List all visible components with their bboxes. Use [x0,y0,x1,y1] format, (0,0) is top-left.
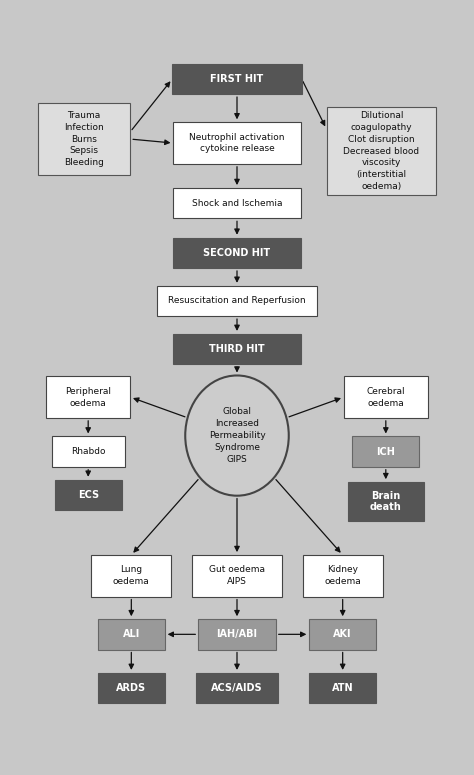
Text: SECOND HIT: SECOND HIT [203,248,271,258]
Text: Shock and Ischemia: Shock and Ischemia [192,198,282,208]
Text: Neutrophil activation
cytokine release: Neutrophil activation cytokine release [189,133,285,153]
Text: ARDS: ARDS [116,683,146,693]
Text: ACS/AIDS: ACS/AIDS [211,683,263,693]
FancyBboxPatch shape [327,107,437,195]
FancyBboxPatch shape [309,673,376,703]
FancyBboxPatch shape [91,555,171,597]
Text: ATN: ATN [332,683,354,693]
FancyBboxPatch shape [344,377,428,418]
Text: AKI: AKI [333,629,352,639]
FancyBboxPatch shape [173,334,301,364]
Text: ECS: ECS [78,490,99,500]
FancyBboxPatch shape [98,619,165,649]
FancyBboxPatch shape [52,436,125,467]
Ellipse shape [185,375,289,496]
Text: Cerebral
oedema: Cerebral oedema [366,387,405,408]
Text: IAH/ABI: IAH/ABI [217,629,257,639]
Text: ALI: ALI [123,629,140,639]
FancyBboxPatch shape [173,122,301,164]
FancyBboxPatch shape [348,482,424,521]
Text: Lung
oedema: Lung oedema [113,566,150,586]
FancyBboxPatch shape [352,436,419,467]
Text: Global
Increased
Permeability
Syndrome
GIPS: Global Increased Permeability Syndrome G… [209,408,265,463]
Text: Dilutional
coagulopathy
Clot disruption
Decreased blood
viscosity
(interstitial
: Dilutional coagulopathy Clot disruption … [344,111,419,191]
Text: Gut oedema
AIPS: Gut oedema AIPS [209,566,265,586]
FancyBboxPatch shape [55,480,122,510]
Text: Brain
death: Brain death [370,491,401,512]
FancyBboxPatch shape [157,286,317,316]
Text: THIRD HIT: THIRD HIT [209,344,265,354]
Text: Peripheral
oedema: Peripheral oedema [65,387,111,408]
FancyBboxPatch shape [309,619,376,649]
Text: Kidney
oedema: Kidney oedema [324,566,361,586]
FancyBboxPatch shape [198,619,276,649]
FancyBboxPatch shape [173,238,301,268]
Text: Resuscitation and Reperfusion: Resuscitation and Reperfusion [168,297,306,305]
FancyBboxPatch shape [37,103,130,175]
FancyBboxPatch shape [46,377,130,418]
FancyBboxPatch shape [172,64,301,95]
FancyBboxPatch shape [196,673,278,703]
FancyBboxPatch shape [303,555,383,597]
FancyBboxPatch shape [98,673,165,703]
FancyBboxPatch shape [173,188,301,219]
Text: ICH: ICH [376,446,395,456]
Text: FIRST HIT: FIRST HIT [210,74,264,84]
Text: Rhabdo: Rhabdo [71,447,105,456]
FancyBboxPatch shape [191,555,283,597]
Text: Trauma
Infection
Burns
Sepsis
Bleeding: Trauma Infection Burns Sepsis Bleeding [64,111,104,167]
